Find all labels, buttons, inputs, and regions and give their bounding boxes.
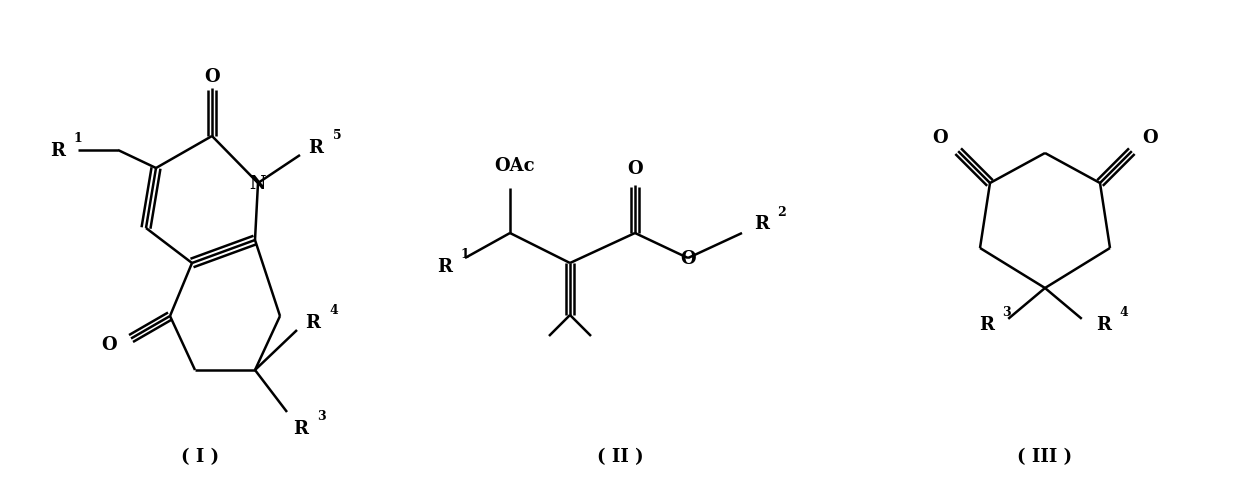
- Text: R: R: [1097, 315, 1111, 333]
- Text: O: O: [102, 335, 116, 353]
- Text: 3: 3: [317, 409, 326, 423]
- Text: OAc: OAc: [494, 157, 535, 175]
- Text: ( I ): ( I ): [181, 447, 219, 465]
- Text: R: R: [979, 315, 994, 333]
- Text: ( III ): ( III ): [1017, 447, 1073, 465]
- Text: R: R: [51, 142, 66, 160]
- Text: O: O: [1142, 129, 1157, 147]
- Text: ( II ): ( II ): [597, 447, 643, 465]
- Text: 2: 2: [778, 205, 787, 218]
- Text: O: O: [680, 249, 696, 267]
- Text: 3: 3: [1002, 305, 1011, 319]
- Text: R: R: [294, 419, 309, 437]
- Text: R: R: [309, 139, 323, 157]
- Text: O: O: [933, 129, 948, 147]
- Text: R: R: [437, 258, 452, 275]
- Text: O: O: [627, 160, 643, 178]
- Text: 4: 4: [1119, 305, 1129, 319]
- Text: O: O: [204, 68, 219, 86]
- Text: 1: 1: [461, 248, 470, 261]
- Text: R: R: [755, 215, 769, 232]
- Text: 5: 5: [333, 129, 341, 142]
- Text: R: R: [306, 313, 321, 331]
- Text: 1: 1: [73, 132, 82, 145]
- Text: 4: 4: [330, 304, 338, 317]
- Text: N: N: [250, 175, 266, 193]
